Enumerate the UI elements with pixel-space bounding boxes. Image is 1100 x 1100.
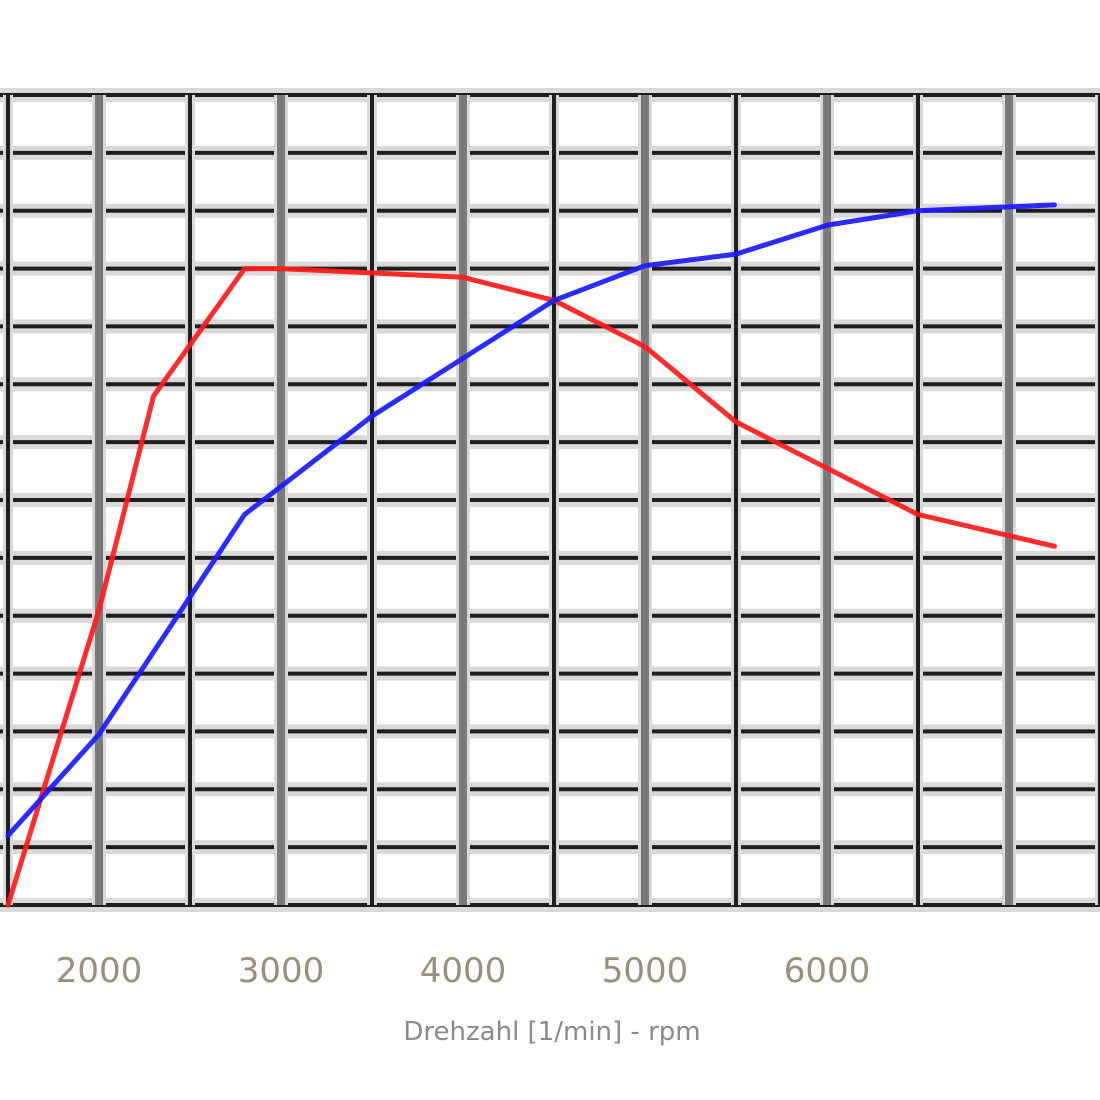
x-tick-label: 6000 xyxy=(784,951,871,991)
x-tick-label: 5000 xyxy=(602,951,689,991)
x-tick-label: 2000 xyxy=(56,951,143,991)
series-lines xyxy=(5,202,1057,908)
series-line-2 xyxy=(5,202,1057,839)
grid xyxy=(0,88,1100,912)
x-axis-title: Drehzahl [1/min] - rpm xyxy=(403,1017,700,1047)
x-tick-label: 3000 xyxy=(238,951,325,991)
x-axis-ticks: 2000 3000 4000 5000 6000 xyxy=(56,951,871,991)
x-tick-label: 4000 xyxy=(420,951,507,991)
series-line-1 xyxy=(5,266,1057,908)
